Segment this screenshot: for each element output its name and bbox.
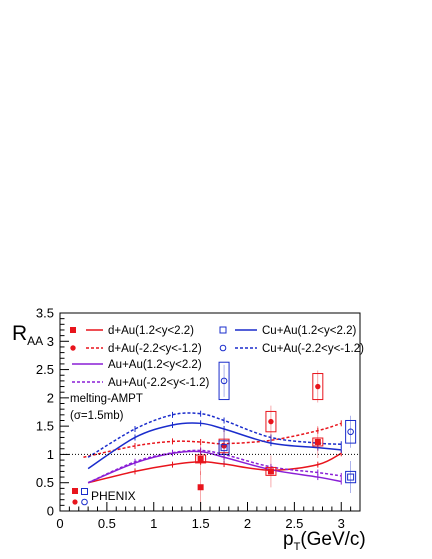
data-marker-circle xyxy=(268,418,274,425)
phenix-square-marker xyxy=(72,488,78,494)
model-label: melting-AMPT xyxy=(70,393,143,405)
x-axis-ticks: 0 0.5 1 1.5 2 2.5 3 xyxy=(56,502,361,531)
data-sys-box xyxy=(265,466,277,476)
legend-label: d+Au(1.2<y<2.2) xyxy=(108,325,194,337)
x-tick-label: 1 xyxy=(150,516,157,531)
data-sys-box xyxy=(218,440,230,455)
model-curve-1 xyxy=(83,422,342,458)
phenix-open-square-marker xyxy=(81,488,88,495)
data-sys-box xyxy=(345,419,357,444)
model-param: (σ=1.5mb) xyxy=(70,410,124,422)
data-marker-square xyxy=(314,438,321,445)
phenix-markers xyxy=(72,488,88,506)
data-sys-box xyxy=(312,373,324,401)
data-marker-square xyxy=(197,484,204,491)
data-marker-open-circle xyxy=(347,428,354,436)
data-sys-box xyxy=(312,437,324,447)
x-tick-label: 2 xyxy=(244,516,251,531)
x-tick-label: 0.5 xyxy=(98,516,116,531)
x-axis-label-unit: (GeV/c) xyxy=(300,529,365,550)
x-tick-label: 0 xyxy=(56,516,63,531)
phenix-circle-marker xyxy=(72,499,78,505)
y-tick-label: 3.5 xyxy=(36,306,54,321)
legend-label: Cu+Au(1.2<y<2.2) xyxy=(262,325,356,337)
y-axis-ticks: 0 0.5 1 1.5 2 2.5 3 3.5 xyxy=(36,306,69,519)
y-tick-label: 2.5 xyxy=(36,362,54,377)
x-tick-label: 2.5 xyxy=(285,516,303,531)
legend-label: Cu+Au(-2.2<y<-1.2) xyxy=(262,343,364,355)
legend-marker-open-square xyxy=(219,326,227,334)
y-tick-label: 1 xyxy=(47,447,54,462)
model-curve-0 xyxy=(87,452,342,484)
data-sys-box xyxy=(195,454,207,464)
y-axis-label: RAA xyxy=(12,322,43,348)
y-tick-label: 2 xyxy=(47,390,54,405)
x-tick-label: 3 xyxy=(338,516,345,531)
data-marker-square xyxy=(197,455,204,462)
legend-label: Au+Au(-2.2<y<-1.2) xyxy=(108,377,209,389)
x-tick-label: 1.5 xyxy=(192,516,210,531)
y-tick-label: 1.5 xyxy=(36,419,54,434)
data-marker-open-square xyxy=(347,473,355,481)
y-tick-label: 3 xyxy=(47,334,54,349)
y-tick-label: 0.5 xyxy=(36,475,54,490)
data-marker-square xyxy=(267,468,274,475)
y-axis-label-sub: AA xyxy=(27,334,43,348)
phenix-open-circle-marker xyxy=(81,498,88,506)
model-curve-2 xyxy=(87,450,342,484)
phenix-label: PHENIX xyxy=(91,489,136,503)
legend-marker-open-circle xyxy=(219,344,227,352)
data-sys-box xyxy=(265,410,277,433)
model-curve-5 xyxy=(87,412,342,458)
x-axis-label-sub: T xyxy=(294,541,301,553)
data-marker-circle xyxy=(315,383,321,390)
data-sys-box xyxy=(218,361,230,401)
legend-label: d+Au(-2.2<y<-1.2) xyxy=(108,343,202,355)
model-curve-4 xyxy=(87,422,342,470)
data-sys-box xyxy=(345,470,357,484)
x-axis-label: pT(GeV/c) xyxy=(283,529,366,553)
legend: d+Au(1.2<y<2.2) d+Au(-2.2<y<-1.2) Au+Au(1.… xyxy=(70,325,364,389)
data-points xyxy=(195,361,357,504)
data-marker-open-square xyxy=(220,444,228,452)
data-marker-open-circle xyxy=(220,377,228,385)
legend-label: Au+Au(1.2<y<2.2) xyxy=(108,359,202,371)
legend-marker-circle xyxy=(70,345,76,351)
y-tick-label: 0 xyxy=(47,504,54,519)
legend-marker-square xyxy=(70,327,76,333)
model-curves xyxy=(83,410,342,485)
